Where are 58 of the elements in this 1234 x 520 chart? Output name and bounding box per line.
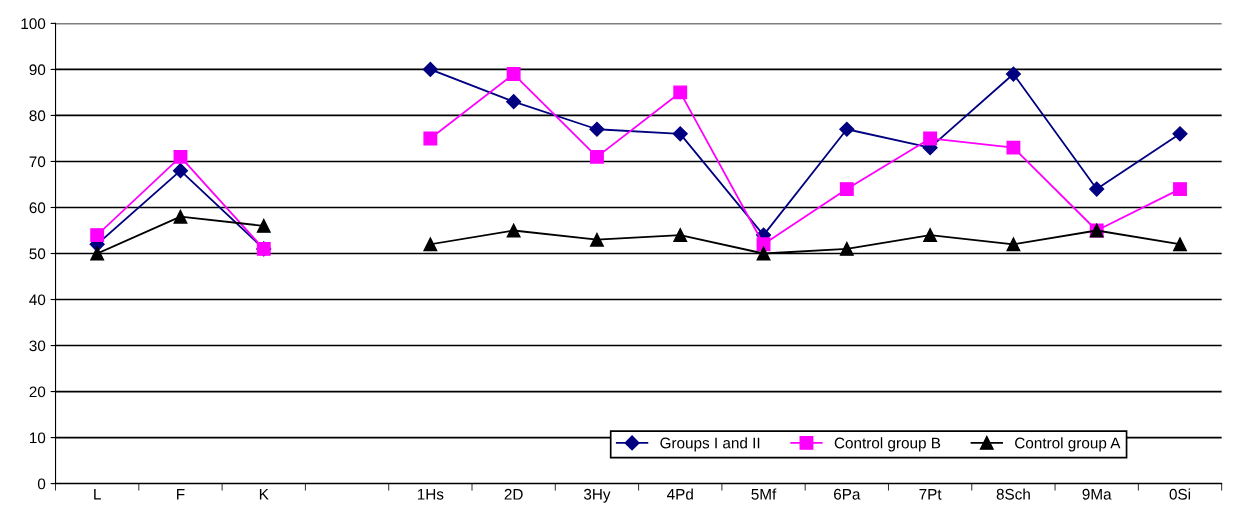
point: [673, 85, 688, 100]
y-tick-label: 60: [29, 202, 46, 214]
y-tick-label: 70: [29, 156, 46, 168]
legend-label: Control group B: [834, 437, 941, 452]
point: [923, 131, 938, 146]
point: [423, 131, 438, 146]
legend-label: Groups I and II: [660, 437, 760, 452]
y-tick-label: 50: [29, 248, 46, 260]
point: [1006, 140, 1021, 155]
x-tick-label: 3Hy: [583, 488, 611, 503]
point: [506, 223, 521, 238]
point: [923, 228, 938, 243]
point: [423, 237, 438, 252]
point: [589, 121, 605, 137]
x-tick-label: 8Sch: [996, 488, 1030, 500]
legend-label: Control group A: [1015, 437, 1121, 452]
x-tick-label: 4Pd: [667, 488, 693, 500]
y-tick-label: 100: [21, 18, 46, 30]
point: [1173, 182, 1187, 197]
point: [673, 228, 688, 243]
x-tick-label: 0Si: [1169, 488, 1191, 500]
y-tick-label: 20: [29, 386, 46, 398]
point: [506, 67, 521, 81]
x-tick-label: 2D: [504, 488, 523, 500]
point: [672, 126, 688, 142]
x-tick-label: 1Hs: [417, 489, 444, 500]
x-tick-label: 6Pa: [834, 488, 861, 500]
point: [590, 232, 604, 247]
point: [173, 209, 188, 224]
point: [172, 163, 189, 179]
x-tick-label: 7Pt: [919, 489, 942, 500]
point: [1006, 237, 1021, 252]
point: [1089, 181, 1105, 197]
point: [90, 246, 105, 261]
x-tick-label: F: [177, 489, 185, 500]
point: [1172, 126, 1188, 142]
point: [839, 241, 854, 256]
y-tick-label: 10: [29, 432, 46, 444]
y-tick-label: 40: [29, 294, 46, 306]
x-tick-label: K: [259, 489, 269, 500]
point: [839, 182, 854, 197]
x-tick-label: 9Ma: [1082, 488, 1112, 500]
x-tick-label: L: [94, 489, 101, 500]
y-tick-label: 90: [29, 64, 46, 76]
y-tick-label: 0: [37, 478, 46, 490]
point: [590, 149, 604, 164]
y-tick-label: 80: [29, 110, 46, 122]
point: [839, 121, 855, 137]
point: [173, 149, 188, 164]
x-tick-label: 5Mf: [751, 488, 777, 500]
point: [256, 218, 271, 233]
point: [1173, 237, 1187, 252]
point: [506, 94, 522, 110]
point: [756, 246, 771, 261]
point: [1005, 66, 1021, 82]
point: [90, 228, 105, 243]
y-tick-label: 30: [29, 340, 46, 352]
point: [422, 61, 438, 77]
